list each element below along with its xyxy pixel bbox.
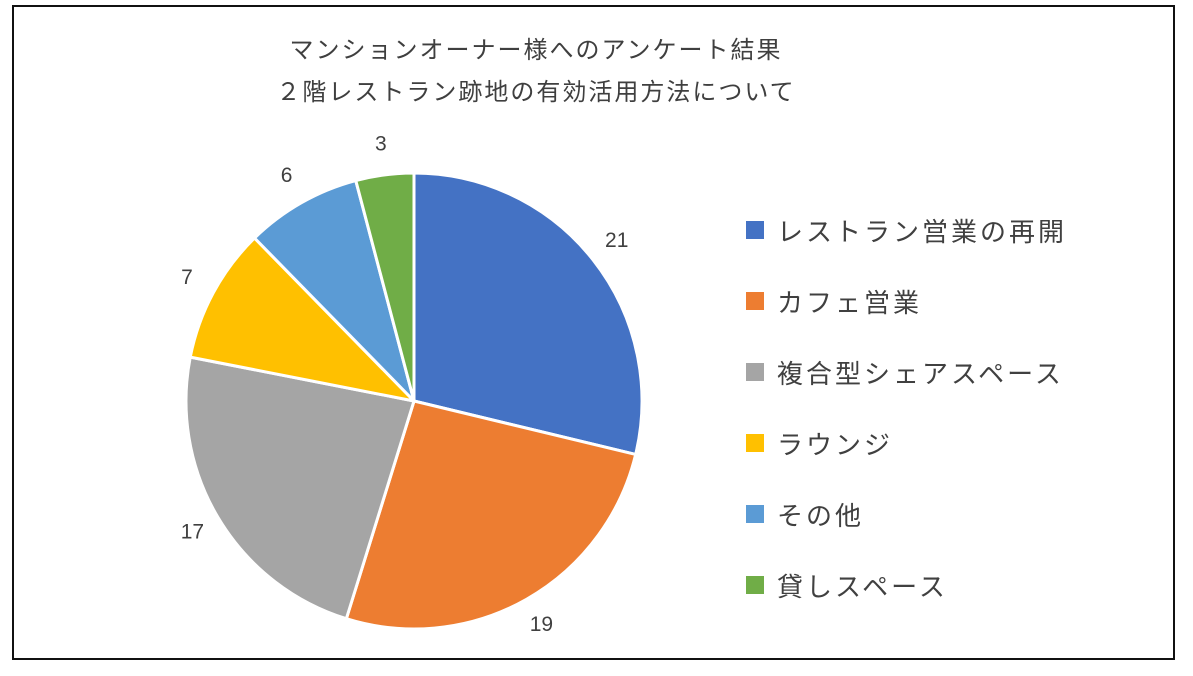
legend-swatch-icon [746, 505, 764, 523]
legend-item-0[interactable]: レストラン営業の再開 [746, 210, 1067, 250]
pie-data-label-4: 6 [281, 164, 293, 187]
legend: レストラン営業の再開 カフェ営業複合型シェアスペース ラウンジその他貸しスペース [746, 210, 1067, 636]
pie-slice-0[interactable] [412, 171, 644, 456]
chart-title-line2: ２階レストラン跡地の有効活用方法について [276, 79, 796, 106]
chart-title: マンションオーナー様へのアンケート結果 ２階レストラン跡地の有効活用方法について [276, 30, 795, 114]
pie-data-label-2: 17 [181, 521, 204, 544]
pie-slice-5[interactable] [354, 171, 416, 403]
pie-slice-4[interactable] [253, 179, 416, 403]
legend-label: 複合型シェアスペース [777, 358, 1064, 389]
legend-label: ラウンジ [777, 429, 894, 460]
pie-slice-2[interactable] [184, 355, 416, 621]
pie-slice-3[interactable] [188, 236, 416, 403]
legend-item-2[interactable]: 複合型シェアスペース [746, 352, 1067, 392]
legend-label: その他 [777, 500, 865, 531]
legend-label: 貸しスペース [777, 571, 948, 602]
legend-swatch-icon [746, 292, 764, 310]
legend-label: カフェ営業 [777, 287, 923, 318]
pie-data-label-1: 19 [530, 613, 553, 636]
pie-slice-1[interactable] [344, 399, 638, 631]
pie-data-label-5: 3 [375, 133, 387, 156]
legend-swatch-icon [746, 434, 764, 452]
legend-item-5[interactable]: 貸しスペース [746, 565, 1067, 605]
legend-label: レストラン営業の再開 [777, 216, 1068, 247]
chart-title-line1: マンションオーナー様へのアンケート結果 [289, 37, 783, 64]
legend-item-3[interactable]: ラウンジ [746, 423, 1067, 463]
legend-item-1[interactable]: カフェ営業 [746, 281, 1067, 321]
legend-swatch-icon [746, 363, 764, 381]
legend-item-4[interactable]: その他 [746, 494, 1067, 534]
legend-swatch-icon [746, 221, 764, 239]
pie-data-label-3: 7 [181, 266, 193, 289]
legend-swatch-icon [746, 576, 764, 594]
pie-data-label-0: 21 [605, 229, 628, 252]
